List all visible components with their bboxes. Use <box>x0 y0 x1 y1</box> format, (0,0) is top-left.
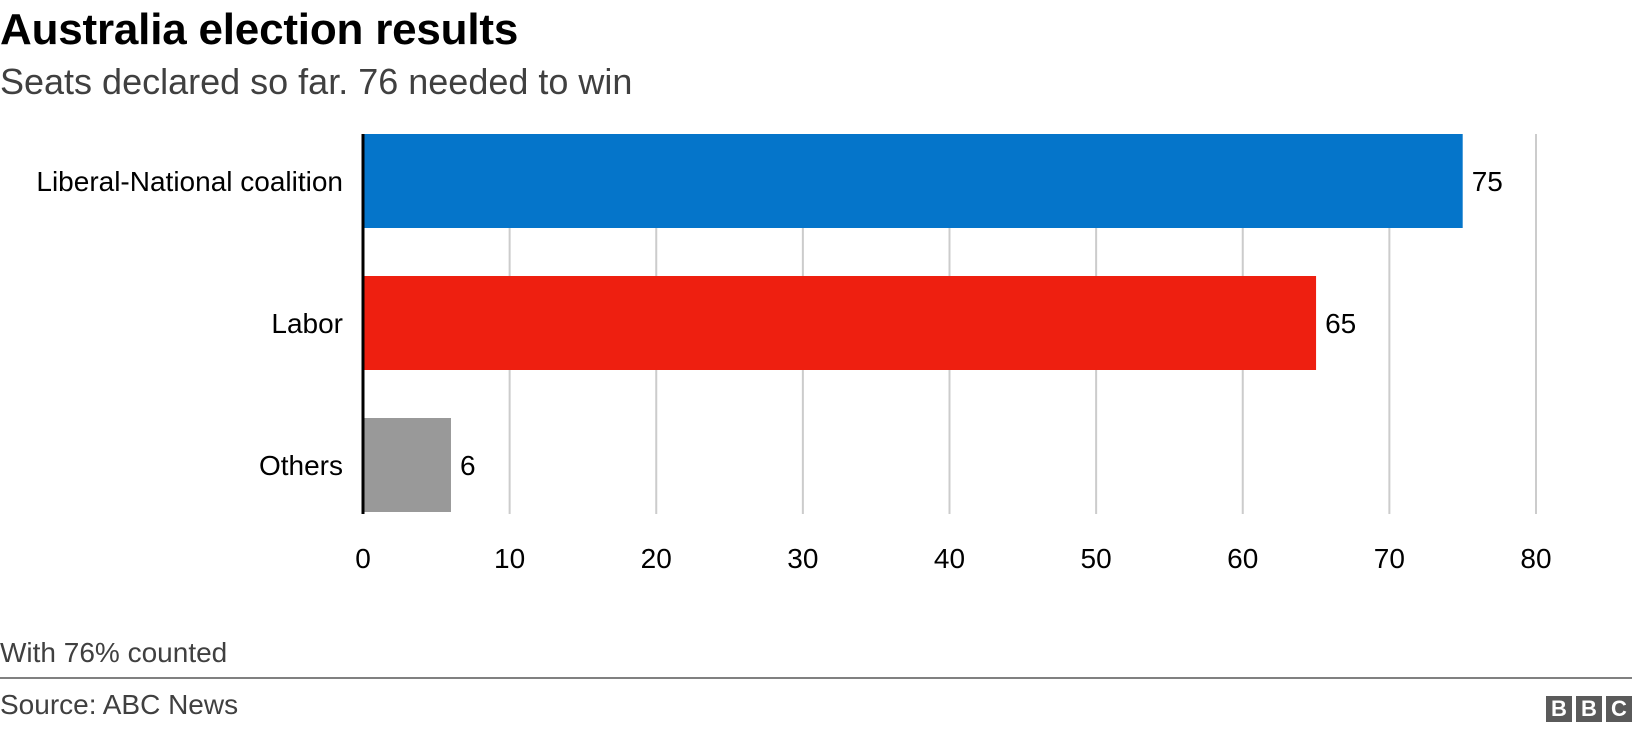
x-tick-label: 50 <box>1081 543 1112 574</box>
bar-chart: 0 10 20 30 40 50 60 70 80 Liberal-National coalit… <box>36 134 1552 574</box>
axes: 0 10 20 30 40 50 60 70 80 Liberal-National coalit… <box>36 134 1552 574</box>
x-tick-label: 20 <box>641 543 672 574</box>
bars <box>363 134 1463 512</box>
x-tick-label: 10 <box>494 543 525 574</box>
x-tick-label: 80 <box>1520 543 1551 574</box>
bbc-logo-letter: B <box>1576 696 1602 722</box>
category-label: Others <box>259 450 343 481</box>
source-note: Source: ABC News <box>0 689 239 720</box>
x-tick-label: 0 <box>355 543 371 574</box>
chart-subtitle: Seats declared so far. 76 needed to win <box>0 61 633 102</box>
category-label: Labor <box>271 308 343 339</box>
x-tick-label: 30 <box>787 543 818 574</box>
bbc-logo-letter: B <box>1546 696 1572 722</box>
value-label: 75 <box>1472 166 1503 197</box>
bar <box>363 134 1463 228</box>
footer-divider <box>0 677 1632 679</box>
bbc-logo-letter: C <box>1606 696 1632 722</box>
value-label: 65 <box>1325 308 1356 339</box>
footnote: With 76% counted <box>0 637 228 668</box>
x-tick-label: 40 <box>934 543 965 574</box>
x-tick-label: 60 <box>1227 543 1258 574</box>
bbc-logo: B B C <box>1546 696 1632 722</box>
value-label: 6 <box>460 450 476 481</box>
x-tick-label: 70 <box>1374 543 1405 574</box>
bar <box>363 276 1317 370</box>
category-label: Liberal-National coalition <box>36 166 343 197</box>
chart-title: Australia election results <box>0 5 519 54</box>
bar <box>363 418 451 512</box>
